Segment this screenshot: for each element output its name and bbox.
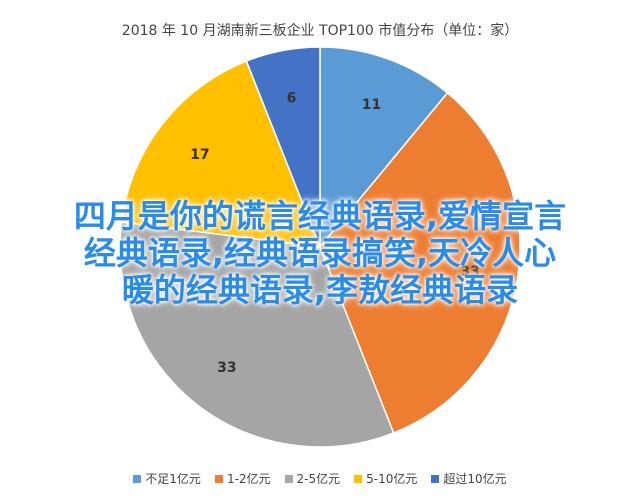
legend-label: 不足1亿元 — [145, 472, 201, 486]
slice-data-label: 17 — [190, 147, 209, 163]
legend-swatch — [431, 474, 440, 483]
slice-data-label: 33 — [460, 264, 479, 280]
chart-title: 2018 年 10 月湖南新三板企业 TOP100 市值分布（单位：家） — [121, 23, 519, 39]
pie-slice — [319, 46, 449, 250]
legend-swatch — [284, 474, 293, 483]
pie-slice — [245, 46, 321, 248]
overlay-line: 经典语录,经典语录搞笑,天冷人心 — [83, 234, 557, 272]
slice-data-label: 11 — [362, 97, 381, 113]
slice-data-label: 6 — [287, 91, 297, 107]
legend-swatch — [354, 474, 363, 483]
overlay-line: 四月是你的谎言经典语录,爱情宣言 — [73, 197, 567, 235]
pie-slice — [119, 221, 395, 448]
overlay-line: 暖的经典语录,李敖经典语录 — [121, 271, 519, 309]
legend-item: 超过10亿元 — [431, 470, 507, 487]
legend-label: 超过10亿元 — [443, 472, 507, 486]
legend-item: 5-10亿元 — [354, 470, 417, 487]
legend-label: 1-2亿元 — [226, 472, 271, 486]
slice-data-label: 33 — [217, 360, 236, 376]
legend: 不足1亿元 1-2亿元 2-5亿元 5-10亿元 超过10亿元 — [0, 470, 640, 487]
legend-swatch — [214, 474, 223, 483]
legend-item: 不足1亿元 — [133, 470, 201, 487]
overlay-caption: 四月是你的谎言经典语录,爱情宣言 经典语录,经典语录搞笑,天冷人心 暖的经典语录… — [10, 198, 630, 309]
pie-slice — [120, 60, 322, 248]
legend-swatch — [133, 474, 142, 483]
legend-label: 2-5亿元 — [296, 472, 341, 486]
legend-label: 5-10亿元 — [366, 472, 418, 486]
pie-slice — [319, 91, 521, 434]
legend-item: 1-2亿元 — [214, 470, 271, 487]
legend-item: 2-5亿元 — [284, 470, 341, 487]
